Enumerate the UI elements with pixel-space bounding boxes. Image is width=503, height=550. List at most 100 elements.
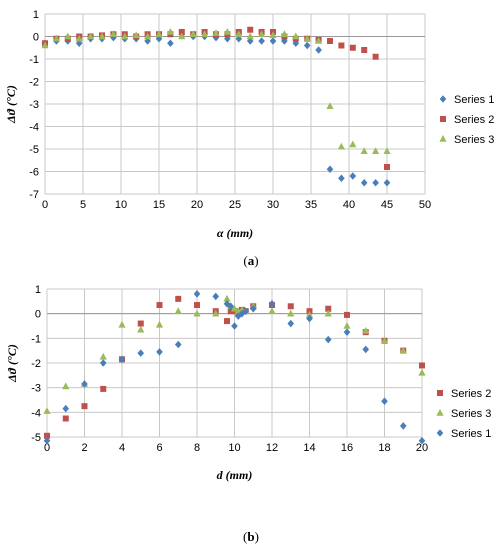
chart-b-point-series-3	[174, 307, 182, 314]
chart-b-panel-label: (b)	[243, 529, 259, 544]
chart-a-y-tick-label: 1	[33, 9, 39, 21]
chart-b-point-series-2	[419, 362, 425, 369]
chart-a-x-tick-label: 25	[229, 199, 241, 211]
chart-b-legend-label: Series 1	[451, 428, 491, 440]
chart-a-point-series-3	[326, 102, 334, 110]
chart-a-point-series-3	[212, 29, 220, 36]
chart-a-point-series-1	[269, 37, 277, 45]
chart-a-point-series-3	[75, 34, 83, 42]
chart-a-x-tick-label: 10	[115, 199, 127, 211]
chart-b-point-series-3	[305, 310, 314, 318]
chart-b-legend-marker	[436, 409, 444, 416]
chart-a-point-series-1	[292, 39, 300, 48]
chart-b-point-series-1	[306, 314, 313, 323]
chart-b-point-series-3	[324, 309, 332, 317]
chart-b-point-series-2	[81, 403, 88, 410]
chart-b-y-tick-label: -2	[31, 358, 41, 370]
chart-a-x-tick-label: 35	[305, 199, 317, 211]
chart-a-point-series-3	[246, 32, 254, 40]
chart-a-x-tick-label: 15	[153, 199, 165, 211]
chart-b-plot: 0 2 4 6 8 10 12 14 16 18 20 -5 -4 -3 -2 -1 0 1 d (mm) Δϑ (°…	[5, 284, 491, 482]
chart-a-point-series-3	[52, 34, 60, 42]
chart-b: 0 2 4 6 8 10 12 14 16 18 20 -5 -4 -3 -2 -1 0 1 d (mm) Δϑ (°…	[5, 284, 491, 544]
chart-a-y-tick-label: -2	[29, 77, 39, 89]
chart-b-point-series-1	[418, 436, 426, 445]
chart-b-point-series-2	[224, 318, 230, 325]
chart-b-x-tick-label: 12	[266, 442, 278, 454]
chart-b-legend-label: Series 3	[451, 408, 491, 420]
chart-a-point-series-3	[98, 32, 106, 40]
chart-a-legend-marker	[439, 135, 447, 142]
chart-b-point-series-3	[99, 352, 107, 360]
chart-a-point-series-3	[189, 30, 197, 38]
chart-b-x-tick-label: 18	[378, 442, 390, 454]
chart-b-point-series-1	[62, 404, 70, 413]
chart-b-point-series-2	[44, 432, 50, 439]
chart-b-point-series-3	[380, 336, 389, 344]
chart-a-point-series-3	[64, 32, 72, 40]
chart-a-point-series-1	[224, 34, 231, 43]
chart-a-y-tick-label: -3	[29, 99, 39, 111]
chart-a-point-series-1	[303, 41, 311, 50]
chart-b-point-series-2	[100, 385, 107, 392]
chart-b-point-series-3	[193, 309, 201, 317]
chart-a-point-series-3	[315, 37, 323, 44]
chart-a-point-series-3	[155, 30, 163, 38]
chart-b-point-series-2	[287, 303, 294, 310]
chart-b-point-series-2	[175, 295, 182, 302]
chart-b-point-series-2	[194, 302, 200, 309]
chart-a-x-axis-title: α (mm)	[217, 226, 253, 240]
chart-a-point-series-3	[258, 30, 266, 38]
chart-a-point-series-1	[246, 37, 254, 45]
chart-a-point-series-2	[372, 53, 379, 60]
chart-a-point-series-1	[315, 46, 322, 54]
chart-b-x-tick-label: 16	[341, 442, 353, 454]
chart-b-point-series-3	[362, 326, 370, 334]
chart-b-y-tick-label: 1	[35, 284, 41, 296]
chart-a-x-tick-label: 20	[191, 199, 203, 211]
chart-a-y-tick-label: 0	[33, 32, 39, 44]
chart-b-point-series-1	[212, 292, 220, 301]
chart-b-x-axis-title: d (mm)	[217, 468, 253, 482]
chart-a-point-series-3	[372, 147, 380, 155]
chart-a-point-series-3	[178, 32, 186, 40]
chart-a-point-series-1	[349, 172, 357, 180]
chart-b-point-series-3	[212, 309, 220, 317]
chart-a-panel-label: (a)	[243, 253, 258, 268]
chart-a-x-tick-label: 0	[42, 199, 48, 211]
chart-b-x-tick-label: 14	[303, 442, 315, 454]
chart-a-point-series-2	[338, 42, 345, 49]
chart-a-point-series-1	[281, 37, 288, 45]
chart-b-point-series-2	[227, 308, 234, 315]
chart-a-point-series-2	[178, 29, 185, 35]
chart-b-point-series-1	[137, 349, 145, 357]
chart-a-legend-label: Series 3	[454, 134, 494, 146]
chart-a-point-series-1	[360, 178, 368, 187]
chart-a-point-series-1	[235, 34, 243, 43]
chart-b-point-series-1	[156, 348, 163, 356]
chart-a-point-series-1	[144, 37, 151, 45]
chart-b-point-series-1	[287, 319, 295, 328]
chart-b-y-tick-label: 0	[35, 309, 41, 321]
chart-a-y-tick-label: -5	[29, 144, 39, 156]
chart-b-x-tick-label: 10	[228, 442, 240, 454]
chart-b-point-series-3	[62, 382, 70, 390]
chart-a-point-series-3	[269, 31, 277, 39]
chart-b-point-series-1	[43, 436, 51, 445]
chart-a-point-series-3	[383, 147, 391, 155]
chart-a-point-series-1	[258, 37, 265, 45]
chart-a-x-tick-label: 30	[267, 199, 279, 211]
chart-b-point-series-1	[399, 422, 407, 430]
chart-b-point-series-2	[344, 311, 350, 318]
chart-a: 0 5 10 15 20 25 30 35 40 45 50 -7 -6 -5 -4 -3 -2 -1 0 1 α (m…	[4, 9, 494, 268]
chart-a-point-series-3	[87, 32, 95, 40]
chart-a-x-tick-label: 45	[381, 199, 393, 211]
chart-b-y-axis-title: Δϑ (°C)	[5, 344, 19, 383]
chart-b-legend-label: Series 2	[451, 388, 491, 400]
chart-a-point-series-3	[337, 142, 345, 150]
chart-a-legend-label: Series 1	[454, 94, 494, 106]
chart-b-point-series-1	[193, 290, 201, 298]
chart-b-y-tick-label: -1	[31, 333, 41, 345]
chart-a-legend-label: Series 2	[454, 114, 494, 126]
chart-b-legend-marker	[437, 390, 443, 396]
